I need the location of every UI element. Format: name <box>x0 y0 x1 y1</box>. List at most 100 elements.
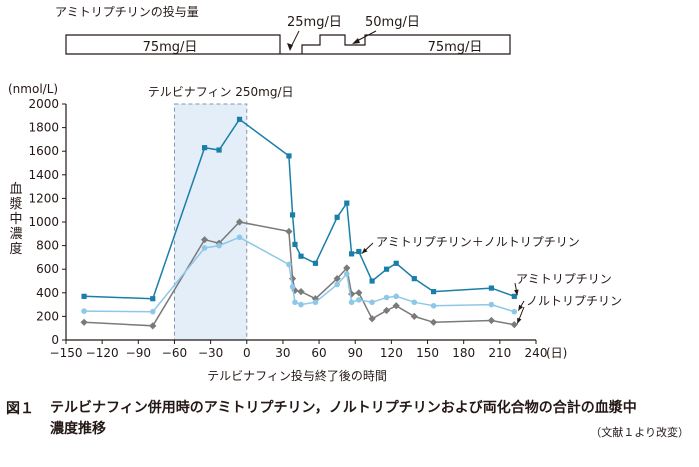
leader-arrowhead <box>517 317 522 324</box>
x-axis-label: テルビナフィン投与終了後の時間 <box>207 368 387 383</box>
x-tick-label: 30 <box>275 346 290 360</box>
data-point <box>286 261 292 268</box>
leader-arrowhead <box>518 304 524 311</box>
x-tick-label: 90 <box>348 346 363 360</box>
data-point <box>369 299 375 306</box>
data-point <box>410 312 418 320</box>
y-tick-label: 1000 <box>28 215 59 229</box>
dosing-level-line <box>65 34 511 55</box>
data-point <box>393 293 400 300</box>
dosing-right-label: 75mg/日 <box>428 40 483 55</box>
data-point <box>200 236 209 244</box>
data-point <box>348 290 356 298</box>
data-point <box>80 318 88 326</box>
y-tick-label: 200 <box>36 309 59 323</box>
x-axis-unit: (日) <box>546 346 567 360</box>
y-tick-label: 600 <box>36 262 59 276</box>
data-point <box>288 275 297 283</box>
x-tick-label: −150 <box>50 346 83 360</box>
y-tick-label: 2000 <box>28 97 59 111</box>
data-point <box>297 288 305 296</box>
data-point <box>487 316 496 325</box>
data-point <box>286 153 292 159</box>
y-tick-label: 400 <box>36 286 59 300</box>
y-tick-label: 0 <box>51 333 59 347</box>
x-tick-label: −60 <box>162 346 187 360</box>
y-axis-label: 血漿中濃度 <box>9 182 22 257</box>
data-point <box>511 293 517 299</box>
data-point <box>201 145 208 151</box>
data-point <box>382 306 391 315</box>
data-point <box>356 297 362 303</box>
axes: 0 200 400 600 800 1000 1200 1400 1600 1800 2000 −15… <box>28 97 547 360</box>
dosing-mid-label: 50mg/日 <box>365 15 420 30</box>
data-point <box>429 318 438 326</box>
series-leader-lines <box>361 242 525 324</box>
x-tick-label: 240 <box>525 346 548 360</box>
x-tick-label: 120 <box>380 346 403 360</box>
data-point <box>150 296 156 302</box>
data-point <box>289 212 296 218</box>
data-point <box>312 260 319 266</box>
dosing-schedule: アミトリプチリンの投与量 75mg/日 75mg/日 25mg/日 50mg/日 <box>55 4 511 55</box>
data-point <box>368 315 376 323</box>
y-tick-label: 800 <box>36 239 59 253</box>
data-point <box>149 322 157 330</box>
data-point <box>298 301 304 308</box>
series-label-total: アミトリプチリン＋ノルトリプチリン <box>376 235 580 249</box>
dosing-mid-arrowhead <box>352 38 360 44</box>
data-point <box>149 308 156 315</box>
x-tick-label: 60 <box>311 346 326 360</box>
x-tick-label: 210 <box>488 346 511 360</box>
dosing-low-arrowhead <box>287 43 293 51</box>
data-point <box>383 294 390 301</box>
leader-arrowhead <box>361 248 368 254</box>
terbinafine-period-label: テルビナフィン 250mg/日 <box>148 85 294 99</box>
y-tick-label: 1600 <box>28 144 59 158</box>
x-tick-label: −120 <box>86 346 119 360</box>
y-tick-label: 1800 <box>28 121 59 135</box>
x-tick-label: −90 <box>126 346 151 360</box>
data-point <box>312 299 319 306</box>
y-axis-label-char: 度 <box>9 241 22 257</box>
data-point <box>511 308 518 315</box>
terbinafine-period-shade <box>173 103 248 341</box>
chart: アミトリプチリンの投与量 75mg/日 75mg/日 25mg/日 50mg/日… <box>8 4 622 383</box>
y-axis-label-char: 中 <box>9 212 22 227</box>
data-point <box>292 299 298 306</box>
data-point <box>510 321 518 329</box>
data-point <box>334 214 340 220</box>
y-tick-label: 1200 <box>28 191 59 205</box>
data-point <box>236 116 243 122</box>
dosing-low-label: 25mg/日 <box>287 15 342 30</box>
figure-source-note: （文献１より改変） <box>590 426 689 439</box>
data-point <box>355 289 363 297</box>
dosing-title: アミトリプチリンの投与量 <box>55 4 199 19</box>
series-1 <box>81 234 518 315</box>
data-point <box>298 253 304 259</box>
data-point <box>216 242 222 249</box>
figure-number: 図１ <box>6 401 34 417</box>
data-point <box>430 302 437 309</box>
data-point <box>285 227 293 236</box>
leader-arrowhead <box>514 289 519 296</box>
data-point <box>430 289 437 295</box>
y-axis-unit: (nmol/L) <box>8 82 58 96</box>
data-point <box>348 299 355 306</box>
data-point <box>356 248 362 255</box>
y-axis-label-char: 漿 <box>9 197 22 212</box>
y-axis-label-char: 血 <box>9 182 22 197</box>
x-tick-label: 180 <box>452 346 475 360</box>
data-point <box>201 245 208 251</box>
series-line <box>84 118 515 300</box>
data-point <box>343 271 350 277</box>
figure-caption-text: テルビナフィン併用時のアミトリプチリン，ノルトリプチリンおよび両化合物の合計の血… <box>50 400 637 437</box>
data-point <box>289 284 296 290</box>
data-point <box>343 264 351 272</box>
dosing-left-label: 75mg/日 <box>143 40 198 55</box>
data-point <box>392 302 400 310</box>
y-tick-label: 1400 <box>28 168 59 182</box>
series-2 <box>80 218 518 330</box>
y-axis-label-char: 濃 <box>9 227 22 242</box>
data-point <box>349 251 355 257</box>
